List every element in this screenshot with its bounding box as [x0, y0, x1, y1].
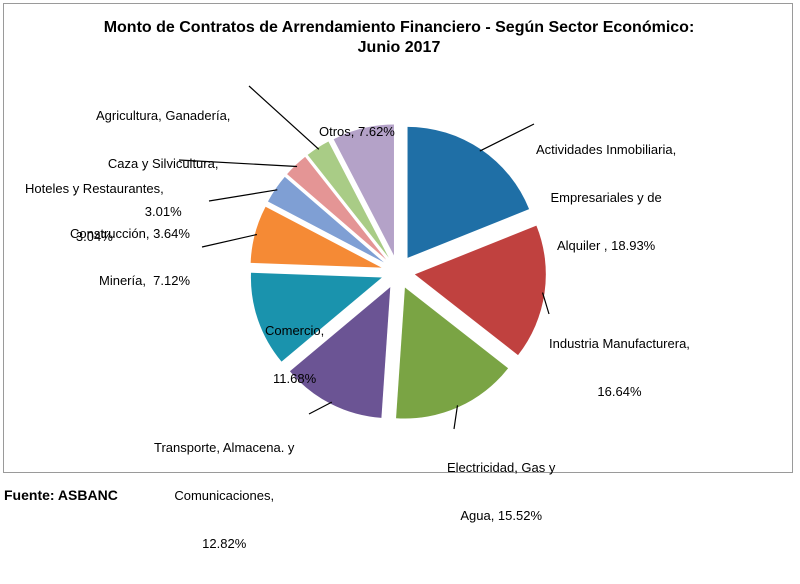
- pie-slice: [267, 176, 384, 263]
- pie-slice: [250, 206, 382, 268]
- leader-line: [208, 189, 278, 202]
- slice-label-line: Hoteles y Restaurantes,: [25, 181, 164, 196]
- slice-label-electricidad: Electricidad, Gas y Agua, 15.52%: [447, 428, 555, 556]
- slice-label-comercio: Comercio, 11.68%: [265, 291, 324, 419]
- pie-slice: [407, 126, 530, 258]
- pie-slice: [396, 287, 509, 419]
- slice-label-agricultura: Agricultura, Ganadería, Caza y Silvicult…: [96, 76, 230, 252]
- slice-label-line: Actividades Inmobiliaria,: [536, 142, 677, 157]
- slice-label-line: Caza y Silvicultura,: [107, 156, 219, 171]
- leader-line: [178, 159, 298, 168]
- slice-label-line: Comunicaciones,: [174, 488, 275, 503]
- pie-slice: [414, 225, 546, 356]
- slice-label-otros: Otros, 7.62%: [319, 92, 395, 172]
- pie-slice: [307, 141, 389, 258]
- slice-label-line: Minería, 7.12%: [99, 273, 191, 288]
- pie-chart: [178, 85, 550, 430]
- slice-label-industria-manufacturera: Industria Manufacturera, 16.64%: [549, 304, 690, 432]
- slice-label-line: Agricultura, Ganadería,: [96, 108, 231, 123]
- chart-title: Monto de Contratos de Arrendamiento Fina…: [4, 18, 794, 58]
- slice-label-line: Otros, 7.62%: [319, 124, 395, 139]
- pie-slice: [287, 156, 387, 260]
- slice-label-transporte: Transporte, Almacena. y Comunicaciones, …: [154, 408, 294, 584]
- slice-label-line: Electricidad, Gas y: [447, 460, 556, 475]
- slice-label-line: Empresariales y de: [550, 190, 662, 205]
- slice-label-line: Agua, 15.52%: [460, 508, 543, 523]
- slice-label-line: 11.68%: [273, 371, 317, 386]
- pie-slice: [289, 287, 391, 418]
- chart-frame: Monto de Contratos de Arrendamiento Fina…: [3, 3, 794, 551]
- slice-label-line: Industria Manufacturera,: [549, 336, 690, 351]
- source-note: Fuente: ASBANC: [4, 487, 118, 503]
- slice-label-line: Construcción, 3.64%: [70, 226, 190, 241]
- leader-line: [248, 85, 320, 150]
- chart-title-line-2: Junio 2017: [357, 39, 441, 56]
- slice-label-line: 12.82%: [202, 536, 247, 551]
- slice-label-mineria: Minería, 7.12%: [99, 241, 190, 321]
- leader-line: [308, 401, 333, 415]
- pie-slice: [333, 124, 394, 256]
- slice-label-actividades-inmobiliaria: Actividades Inmobiliaria, Empresariales …: [536, 110, 676, 286]
- slice-label-hoteles: Hoteles y Restaurantes, 3.04%: [25, 149, 164, 277]
- chart-title-line-1: Monto de Contratos de Arrendamiento Fina…: [103, 19, 695, 36]
- pie-slice: [250, 272, 382, 362]
- slice-label-line: Transporte, Almacena. y: [154, 440, 295, 455]
- leader-line: [541, 292, 550, 315]
- slice-label-line: 3.04%: [75, 229, 113, 244]
- slice-label-line: Comercio,: [265, 323, 325, 338]
- slice-label-line: 3.01%: [144, 204, 182, 219]
- slice-label-construccion: Construcción, 3.64%: [70, 194, 190, 274]
- leader-line: [479, 123, 535, 152]
- slice-label-line: Alquiler , 18.93%: [556, 238, 656, 253]
- leader-line: [453, 405, 459, 430]
- slice-label-line: 16.64%: [597, 384, 642, 399]
- leader-line: [201, 233, 258, 248]
